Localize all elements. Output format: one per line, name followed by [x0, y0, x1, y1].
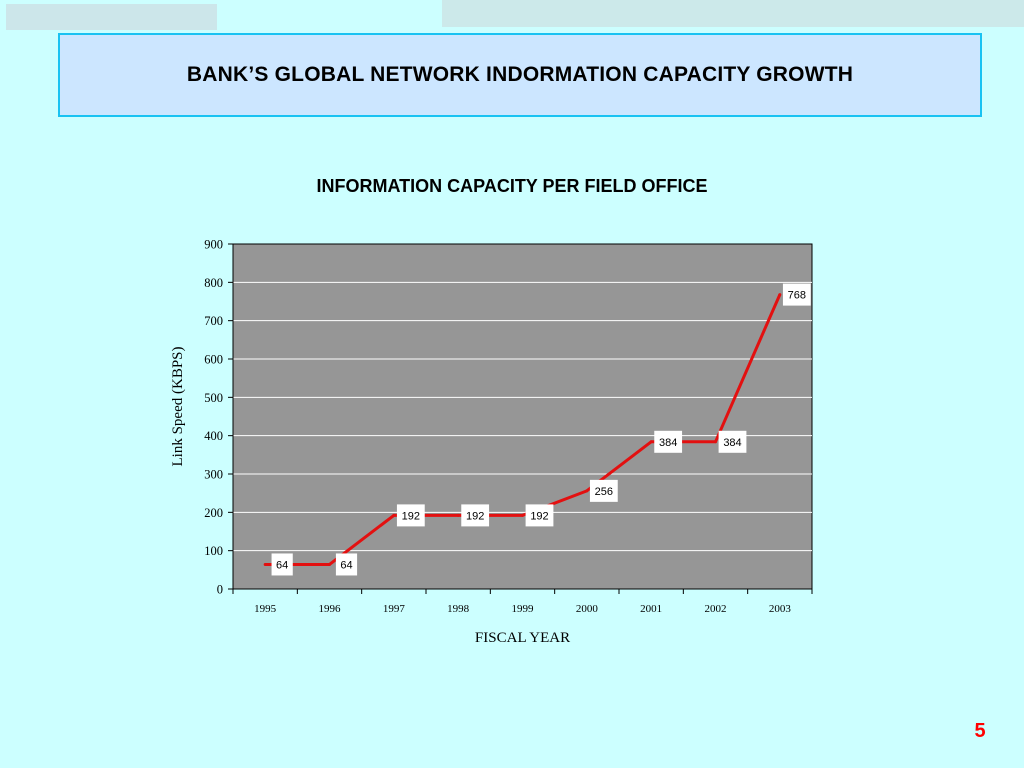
x-tick-label: 1998 [447, 603, 470, 615]
slide-title: BANK’S GLOBAL NETWORK INDORMATION CAPACI… [186, 63, 854, 86]
y-axis-label: Link Speed (KBPS) [170, 346, 186, 466]
y-tick-label: 200 [204, 506, 223, 520]
x-axis-ticks: 1995 1996 1997 1998 1999 2000 2001 2002 2003 [232, 589, 813, 615]
data-label: 256 [595, 486, 613, 498]
data-label-box [396, 504, 425, 527]
data-label-box [271, 553, 293, 576]
x-tick-label: 1997 [383, 603, 406, 615]
data-label: 64 [276, 559, 288, 571]
x-tick-label: 2000 [576, 603, 599, 615]
data-label-box [718, 430, 747, 453]
series-group [263, 293, 782, 566]
data-label: 384 [659, 437, 677, 449]
x-tick-label: 2001 [640, 603, 662, 615]
page-number: 5 [974, 720, 986, 742]
chart-title: INFORMATION CAPACITY PER FIELD OFFICE [316, 176, 708, 196]
data-label: 192 [530, 510, 548, 522]
y-tick-label: 800 [204, 276, 223, 290]
data-labels: 64 64 192 192 192 256 384 384 768 [271, 283, 811, 576]
x-tick-label: 1996 [319, 603, 342, 615]
data-point [521, 513, 524, 517]
x-tick-label: 1995 [254, 603, 277, 615]
axes [232, 244, 812, 590]
x-axis-label: FISCAL YEAR [475, 630, 570, 646]
slide-title-box: BANK’S GLOBAL NETWORK INDORMATION CAPACI… [58, 33, 982, 117]
data-point [392, 513, 396, 517]
header-decoration-right [442, 0, 1024, 27]
data-label: 768 [788, 290, 806, 302]
header-decoration-left [6, 4, 217, 30]
data-point [263, 562, 267, 566]
data-label-box [335, 553, 358, 576]
data-label: 192 [402, 510, 420, 522]
data-label: 384 [723, 437, 741, 449]
data-label: 64 [340, 559, 352, 571]
data-label-box [782, 283, 811, 306]
data-label: 192 [466, 510, 484, 522]
y-tick-label: 300 [204, 468, 223, 482]
y-tick-label: 0 [217, 583, 223, 597]
x-tick-label: 2002 [705, 603, 727, 615]
data-point [328, 562, 331, 566]
plot-area [232, 243, 813, 590]
data-label-box [525, 504, 554, 527]
gridlines [233, 281, 812, 552]
data-point [649, 440, 653, 444]
data-label-box [589, 479, 618, 502]
data-label-box [461, 504, 490, 527]
data-point [456, 513, 460, 517]
y-tick-label: 500 [204, 391, 223, 405]
data-point [778, 293, 782, 297]
y-tick-label: 100 [204, 544, 223, 558]
data-point [714, 440, 717, 444]
y-axis-ticks: 0 100 200 300 400 500 600 700 800 900 [204, 238, 233, 597]
data-point [585, 489, 589, 493]
y-tick-label: 900 [204, 238, 223, 252]
x-tick-label: 1999 [512, 603, 535, 615]
y-tick-label: 700 [204, 314, 223, 328]
y-tick-label: 400 [204, 429, 223, 443]
x-tick-label: 2003 [769, 603, 792, 615]
data-label-box [654, 430, 683, 453]
y-tick-label: 600 [204, 353, 223, 367]
